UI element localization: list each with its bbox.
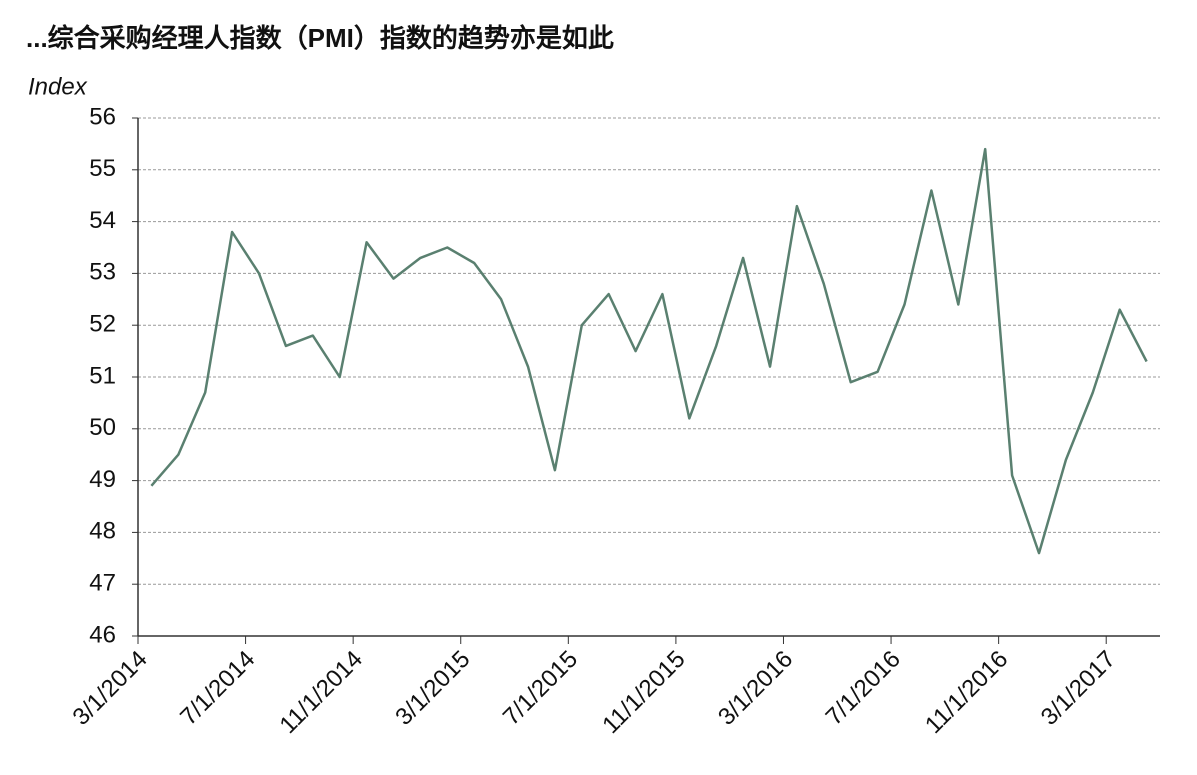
x-tick-label: 3/1/2017: [1036, 646, 1121, 731]
y-tick-label: 51: [89, 362, 116, 389]
y-tick-label: 48: [89, 518, 116, 545]
x-tick-label: 11/1/2015: [597, 646, 690, 739]
y-tick-label: 55: [89, 155, 116, 182]
chart-title: ...综合采购经理人指数（PMI）指数的趋势亦是如此: [26, 23, 614, 53]
x-tick-label: 3/1/2015: [390, 646, 475, 731]
x-tick-label: 7/1/2016: [821, 646, 906, 731]
y-tick-label: 52: [89, 311, 116, 338]
y-tick-label: 49: [89, 466, 116, 493]
y-tick-label: 46: [89, 621, 116, 648]
x-tick-label: 11/1/2014: [275, 646, 368, 739]
y-tick-label: 53: [89, 259, 116, 286]
x-tick-label: 11/1/2016: [920, 646, 1013, 739]
x-tick-label: 3/1/2014: [68, 646, 153, 731]
y-tick-label: 56: [89, 103, 116, 130]
x-tick-label: 3/1/2016: [713, 646, 798, 731]
y-tick-label: 47: [89, 570, 116, 597]
x-tick-label: 7/1/2014: [175, 646, 260, 731]
data-line: [150, 147, 1148, 555]
y-tick-label: 54: [89, 207, 116, 234]
y-axis-label: Index: [28, 73, 88, 100]
y-tick-label: 50: [89, 414, 116, 441]
x-tick-label: 7/1/2015: [498, 646, 583, 731]
